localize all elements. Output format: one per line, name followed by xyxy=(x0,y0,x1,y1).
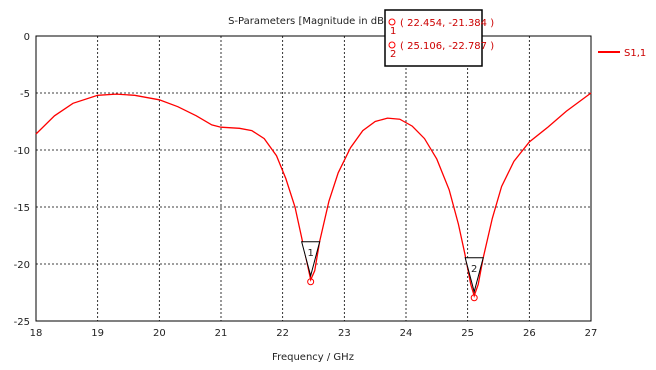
x-axis-label: Frequency / GHz xyxy=(272,352,354,363)
y-tick-label: 0 xyxy=(24,32,30,43)
marker-flag-1 xyxy=(301,241,321,278)
legend: S1,1 xyxy=(598,48,646,59)
y-tick-label: -10 xyxy=(14,146,30,157)
y-tick-label: -15 xyxy=(14,203,30,214)
x-tick-label: 25 xyxy=(461,328,474,339)
y-tick-label: -20 xyxy=(14,260,30,271)
readout-marker-value: ( 22.454, -21.384 ) xyxy=(400,18,494,29)
marker-point-1 xyxy=(307,278,315,286)
y-tick-label: -25 xyxy=(14,317,30,328)
x-tick-label: 24 xyxy=(400,328,413,339)
readout-marker-icon xyxy=(388,18,396,26)
marker-group: 12 xyxy=(301,241,484,302)
readout-marker-number: 2 xyxy=(390,49,396,60)
readout-frame xyxy=(384,9,483,67)
series-line-s11 xyxy=(35,92,592,298)
x-tick-label: 22 xyxy=(276,328,289,339)
x-tick-label: 26 xyxy=(523,328,536,339)
legend-label-s11: S1,1 xyxy=(624,48,646,59)
chart-title: S-Parameters [Magnitude in dB] xyxy=(228,16,388,27)
x-tick-label: 19 xyxy=(91,328,104,339)
marker-flag-label-1: 1 xyxy=(307,248,313,259)
readout-marker-value: ( 25.106, -22.787 ) xyxy=(400,41,494,52)
x-tick-label: 18 xyxy=(30,328,43,339)
tick-labels: 18 19 20 21 22 23 24 25 26 270-5-10-15-20-25 xyxy=(14,32,598,339)
y-tick-label: -5 xyxy=(20,89,30,100)
x-tick-label: 27 xyxy=(585,328,598,339)
readout-marker-icon xyxy=(388,41,396,49)
x-tick-label: 21 xyxy=(215,328,228,339)
marker-readout-box: 1 ( 22.454, -21.384 ) 2 ( 25.106, -22.787 ) xyxy=(384,9,494,67)
plot-frame xyxy=(35,35,592,322)
x-tick-label: 23 xyxy=(338,328,351,339)
readout-marker-number: 1 xyxy=(390,26,396,37)
x-tick-label: 20 xyxy=(153,328,166,339)
marker-flag-2 xyxy=(464,257,484,294)
marker-point-2 xyxy=(470,294,478,302)
marker-flag-label-2: 2 xyxy=(471,264,477,275)
